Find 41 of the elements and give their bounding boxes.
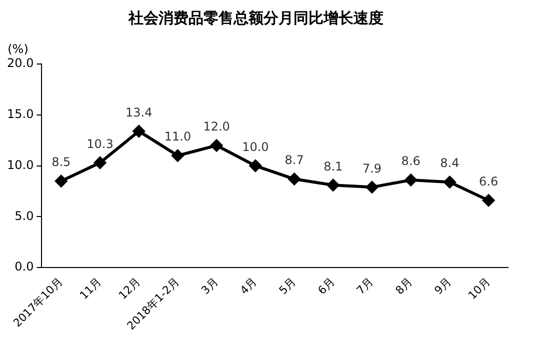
data-label: 11.0 <box>164 130 192 144</box>
x-tick-label: 7月 <box>354 275 376 298</box>
data-label: 10.0 <box>242 140 269 154</box>
data-label: 6.6 <box>479 174 498 189</box>
x-tick-label: 6月 <box>315 275 338 298</box>
y-tick-label: 20.0 <box>7 56 34 70</box>
x-tick-label: 9月 <box>432 275 454 298</box>
point <box>55 175 68 188</box>
x-tick-label: 11月 <box>77 275 104 302</box>
point <box>444 176 456 188</box>
data-label: 8.4 <box>440 156 460 170</box>
x-tick-label: 8月 <box>393 275 415 298</box>
point <box>210 139 223 152</box>
data-label: 8.1 <box>324 159 343 174</box>
x-tick-label: 4月 <box>238 275 260 298</box>
y-tick-label: 5.0 <box>14 208 34 223</box>
point <box>288 173 300 186</box>
point <box>482 194 495 206</box>
point <box>132 125 145 138</box>
chart-title: 社会消费品零售总额分月同比增长速度 <box>128 8 384 27</box>
y-axis-title: (%) <box>8 42 28 56</box>
x-tick-label: 3月 <box>198 275 221 298</box>
data-label: 12.0 <box>203 120 230 134</box>
point <box>366 181 378 194</box>
data-label: 13.4 <box>126 105 152 120</box>
data-label: 8.6 <box>401 154 420 168</box>
point <box>172 150 184 162</box>
point <box>327 179 340 192</box>
point <box>94 156 106 169</box>
data-label: 10.3 <box>86 136 114 151</box>
y-tick-label: 10.0 <box>7 158 34 172</box>
x-tick-label: 12月 <box>116 275 144 302</box>
data-label: 8.5 <box>52 155 71 170</box>
y-tick-label: 0.0 <box>14 260 34 274</box>
data-label: 8.7 <box>284 153 304 168</box>
x-tick-label: 5月 <box>276 275 298 298</box>
point <box>249 160 262 172</box>
data-label: 7.9 <box>362 161 382 176</box>
point <box>404 174 417 186</box>
y-tick-label: 15.0 <box>7 107 34 122</box>
x-tick-label: 10月 <box>466 275 493 302</box>
